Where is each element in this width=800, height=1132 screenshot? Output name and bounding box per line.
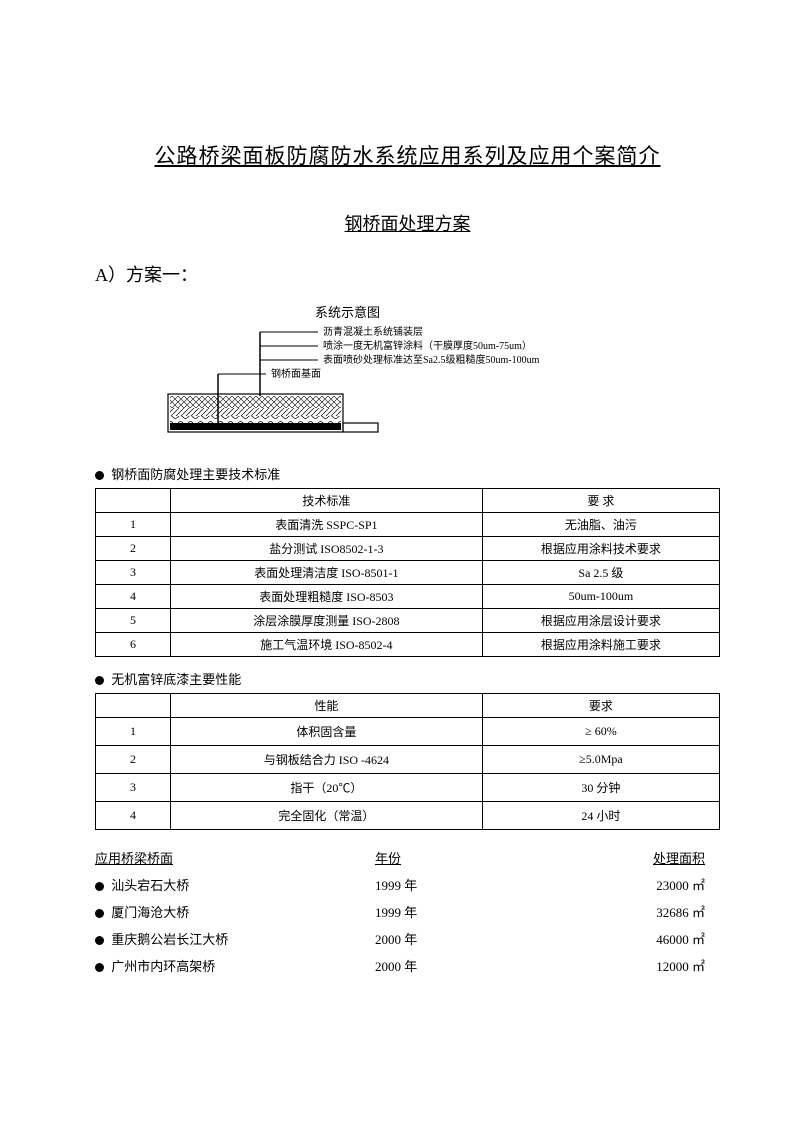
- app-name: 厦门海沧大桥: [95, 902, 375, 921]
- table-header-req: 要求: [482, 694, 719, 718]
- cell-mid: 指干（20℃）: [170, 774, 482, 802]
- cell-req: ≥ 60%: [482, 718, 719, 746]
- table-row: 1体积固含量≥ 60%: [96, 718, 720, 746]
- apps-header: 应用桥梁桥面 年份 处理面积: [95, 848, 720, 867]
- table-row: 3指干（20℃）30 分钟: [96, 774, 720, 802]
- table-row: 5涂层涂膜厚度测量 ISO-2808根据应用涂层设计要求: [96, 609, 720, 633]
- table-row: 2与钢板结合力 ISO -4624≥5.0Mpa: [96, 746, 720, 774]
- table-row: 3表面处理清洁度 ISO-8501-1Sa 2.5 级: [96, 561, 720, 585]
- table-row: 4表面处理粗糙度 ISO-850350um-100um: [96, 585, 720, 609]
- app-year: 1999 年: [375, 902, 555, 921]
- table-header-mid: 性能: [170, 694, 482, 718]
- apps-head-a: 应用桥梁桥面: [95, 848, 375, 867]
- bullet-icon: [95, 676, 104, 685]
- table-header-blank: [96, 489, 171, 513]
- bullet-icon: [95, 936, 104, 945]
- app-area: 23000 ㎡: [555, 875, 705, 894]
- cell-idx: 2: [96, 746, 171, 774]
- plan-label: A）方案一：: [95, 261, 720, 287]
- app-area: 12000 ㎡: [555, 956, 705, 975]
- bullet-icon: [95, 471, 104, 480]
- table-header-blank: [96, 694, 171, 718]
- table-header-req: 要 求: [482, 489, 719, 513]
- table-row: 1表面清洗 SSPC-SP1无油脂、油污: [96, 513, 720, 537]
- cell-req: 50um-100um: [482, 585, 719, 609]
- cell-mid: 与钢板结合力 ISO -4624: [170, 746, 482, 774]
- app-year: 1999 年: [375, 875, 555, 894]
- table-row: 6施工气温环境 ISO-8502-4根据应用涂料施工要求: [96, 633, 720, 657]
- app-area: 32686 ㎡: [555, 902, 705, 921]
- cell-req: 24 小时: [482, 802, 719, 830]
- diagram-label-3: 表面喷砂处理标准达至Sa2.5级粗糙度50um-100um: [323, 353, 540, 366]
- table-row: 2盐分测试 ISO8502-1-3根据应用涂料技术要求: [96, 537, 720, 561]
- cell-req: 根据应用涂层设计要求: [482, 609, 719, 633]
- cell-req: Sa 2.5 级: [482, 561, 719, 585]
- system-diagram: 沥青混凝土系统铺装层 喷涂一度无机富锌涂料（干膜厚度50um-75um） 表面喷…: [35, 324, 720, 439]
- cell-mid: 体积固含量: [170, 718, 482, 746]
- section-1-title: 钢桥面防腐处理主要技术标准: [95, 464, 720, 483]
- cell-req: 根据应用涂料施工要求: [482, 633, 719, 657]
- app-name: 广州市内环高架桥: [95, 956, 375, 975]
- cell-req: 无油脂、油污: [482, 513, 719, 537]
- app-name: 汕头宕石大桥: [95, 875, 375, 894]
- cell-idx: 5: [96, 609, 171, 633]
- tech-standard-table: 技术标准 要 求 1表面清洗 SSPC-SP1无油脂、油污2盐分测试 ISO85…: [95, 488, 720, 657]
- cell-idx: 3: [96, 774, 171, 802]
- cell-idx: 1: [96, 513, 171, 537]
- main-title: 公路桥梁面板防腐防水系统应用系列及应用个案简介: [95, 140, 720, 170]
- cell-mid: 盐分测试 ISO8502-1-3: [170, 537, 482, 561]
- app-name: 重庆鹅公岩长江大桥: [95, 929, 375, 948]
- diagram-label-1: 沥青混凝土系统铺装层: [323, 325, 423, 338]
- diagram-label-2: 喷涂一度无机富锌涂料（干膜厚度50um-75um）: [323, 339, 532, 352]
- apps-row: 重庆鹅公岩长江大桥2000 年46000 ㎡: [95, 929, 720, 948]
- diagram-title: 系统示意图: [0, 302, 720, 321]
- applications-list: 应用桥梁桥面 年份 处理面积 汕头宕石大桥1999 年23000 ㎡ 厦门海沧大…: [95, 848, 720, 975]
- section-2-title: 无机富锌底漆主要性能: [95, 669, 720, 688]
- cell-mid: 完全固化（常温）: [170, 802, 482, 830]
- bullet-icon: [95, 909, 104, 918]
- table-row: 4完全固化（常温）24 小时: [96, 802, 720, 830]
- bullet-icon: [95, 963, 104, 972]
- cell-idx: 2: [96, 537, 171, 561]
- cell-idx: 3: [96, 561, 171, 585]
- apps-row: 厦门海沧大桥1999 年32686 ㎡: [95, 902, 720, 921]
- cell-idx: 6: [96, 633, 171, 657]
- diagram-label-4: 钢桥面基面: [271, 367, 321, 380]
- cell-req: ≥5.0Mpa: [482, 746, 719, 774]
- apps-head-c: 处理面积: [555, 848, 705, 867]
- performance-table: 性能 要求 1体积固含量≥ 60%2与钢板结合力 ISO -4624≥5.0Mp…: [95, 693, 720, 830]
- app-year: 2000 年: [375, 929, 555, 948]
- bullet-icon: [95, 882, 104, 891]
- cell-req: 根据应用涂料技术要求: [482, 537, 719, 561]
- apps-row: 广州市内环高架桥2000 年12000 ㎡: [95, 956, 720, 975]
- cell-idx: 4: [96, 802, 171, 830]
- cell-mid: 涂层涂膜厚度测量 ISO-2808: [170, 609, 482, 633]
- apps-row: 汕头宕石大桥1999 年23000 ㎡: [95, 875, 720, 894]
- sub-title: 钢桥面处理方案: [95, 210, 720, 236]
- cell-req: 30 分钟: [482, 774, 719, 802]
- cell-mid: 施工气温环境 ISO-8502-4: [170, 633, 482, 657]
- app-area: 46000 ㎡: [555, 929, 705, 948]
- table-header-mid: 技术标准: [170, 489, 482, 513]
- cell-idx: 4: [96, 585, 171, 609]
- cell-idx: 1: [96, 718, 171, 746]
- cell-mid: 表面处理清洁度 ISO-8501-1: [170, 561, 482, 585]
- app-year: 2000 年: [375, 956, 555, 975]
- cell-mid: 表面清洗 SSPC-SP1: [170, 513, 482, 537]
- apps-head-b: 年份: [375, 848, 555, 867]
- cell-mid: 表面处理粗糙度 ISO-8503: [170, 585, 482, 609]
